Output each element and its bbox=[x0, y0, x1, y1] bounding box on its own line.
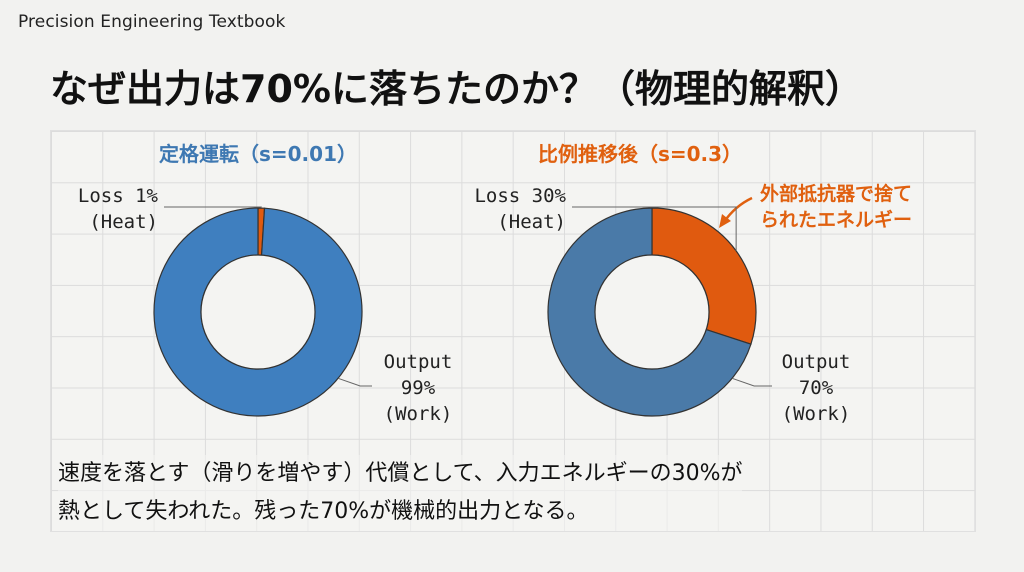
caption-line-2: 熱として失われた。残った70%が機械的出力となる。 bbox=[58, 499, 589, 524]
caption-line-1: 速度を落とす（滑りを増やす）代償として、入力エネルギーの30%が bbox=[58, 461, 743, 486]
leader-line-output-proportional bbox=[731, 377, 772, 387]
explanation-caption: 速度を落とす（滑りを増やす）代償として、入力エネルギーの30%が 熱として失われ… bbox=[58, 455, 743, 531]
leader-line-output-rated bbox=[337, 377, 372, 387]
annotation-line2: られたエネルギー bbox=[760, 209, 912, 231]
output-label-rated-line3: (Work) bbox=[384, 403, 453, 425]
chart-title-rated: 定格運転（s=0.01） bbox=[159, 142, 357, 166]
chart-title-proportional: 比例推移後（s=0.3） bbox=[538, 142, 742, 166]
annotation-line1: 外部抵抗器で捨て bbox=[760, 182, 912, 205]
leader-line-loss-proportional bbox=[572, 206, 737, 251]
loss-label-rated-line1: Loss 1% bbox=[78, 185, 159, 207]
slide-title: なぜ出力は70%に落ちたのか？（物理的解釈） bbox=[50, 67, 863, 111]
donut-hole-rated bbox=[200, 254, 316, 370]
output-label-prop-line3: (Work) bbox=[782, 403, 851, 425]
output-label-prop-line2: 70% bbox=[799, 377, 834, 399]
loss-label-prop-line2: (Heat) bbox=[497, 211, 566, 233]
donut-hole-proportional bbox=[594, 254, 710, 370]
output-label-rated-line2: 99% bbox=[401, 377, 436, 399]
output-label-rated-line1: Output bbox=[384, 351, 453, 373]
app-title: Precision Engineering Textbook bbox=[18, 12, 286, 32]
annotation-arrow-head bbox=[719, 214, 731, 228]
leader-line-loss-rated bbox=[164, 206, 262, 209]
output-label-prop-line1: Output bbox=[782, 351, 851, 373]
annotation-arrow bbox=[722, 196, 753, 223]
loss-label-prop-line1: Loss 30% bbox=[474, 185, 566, 207]
loss-label-rated-line2: (Heat) bbox=[89, 211, 158, 233]
